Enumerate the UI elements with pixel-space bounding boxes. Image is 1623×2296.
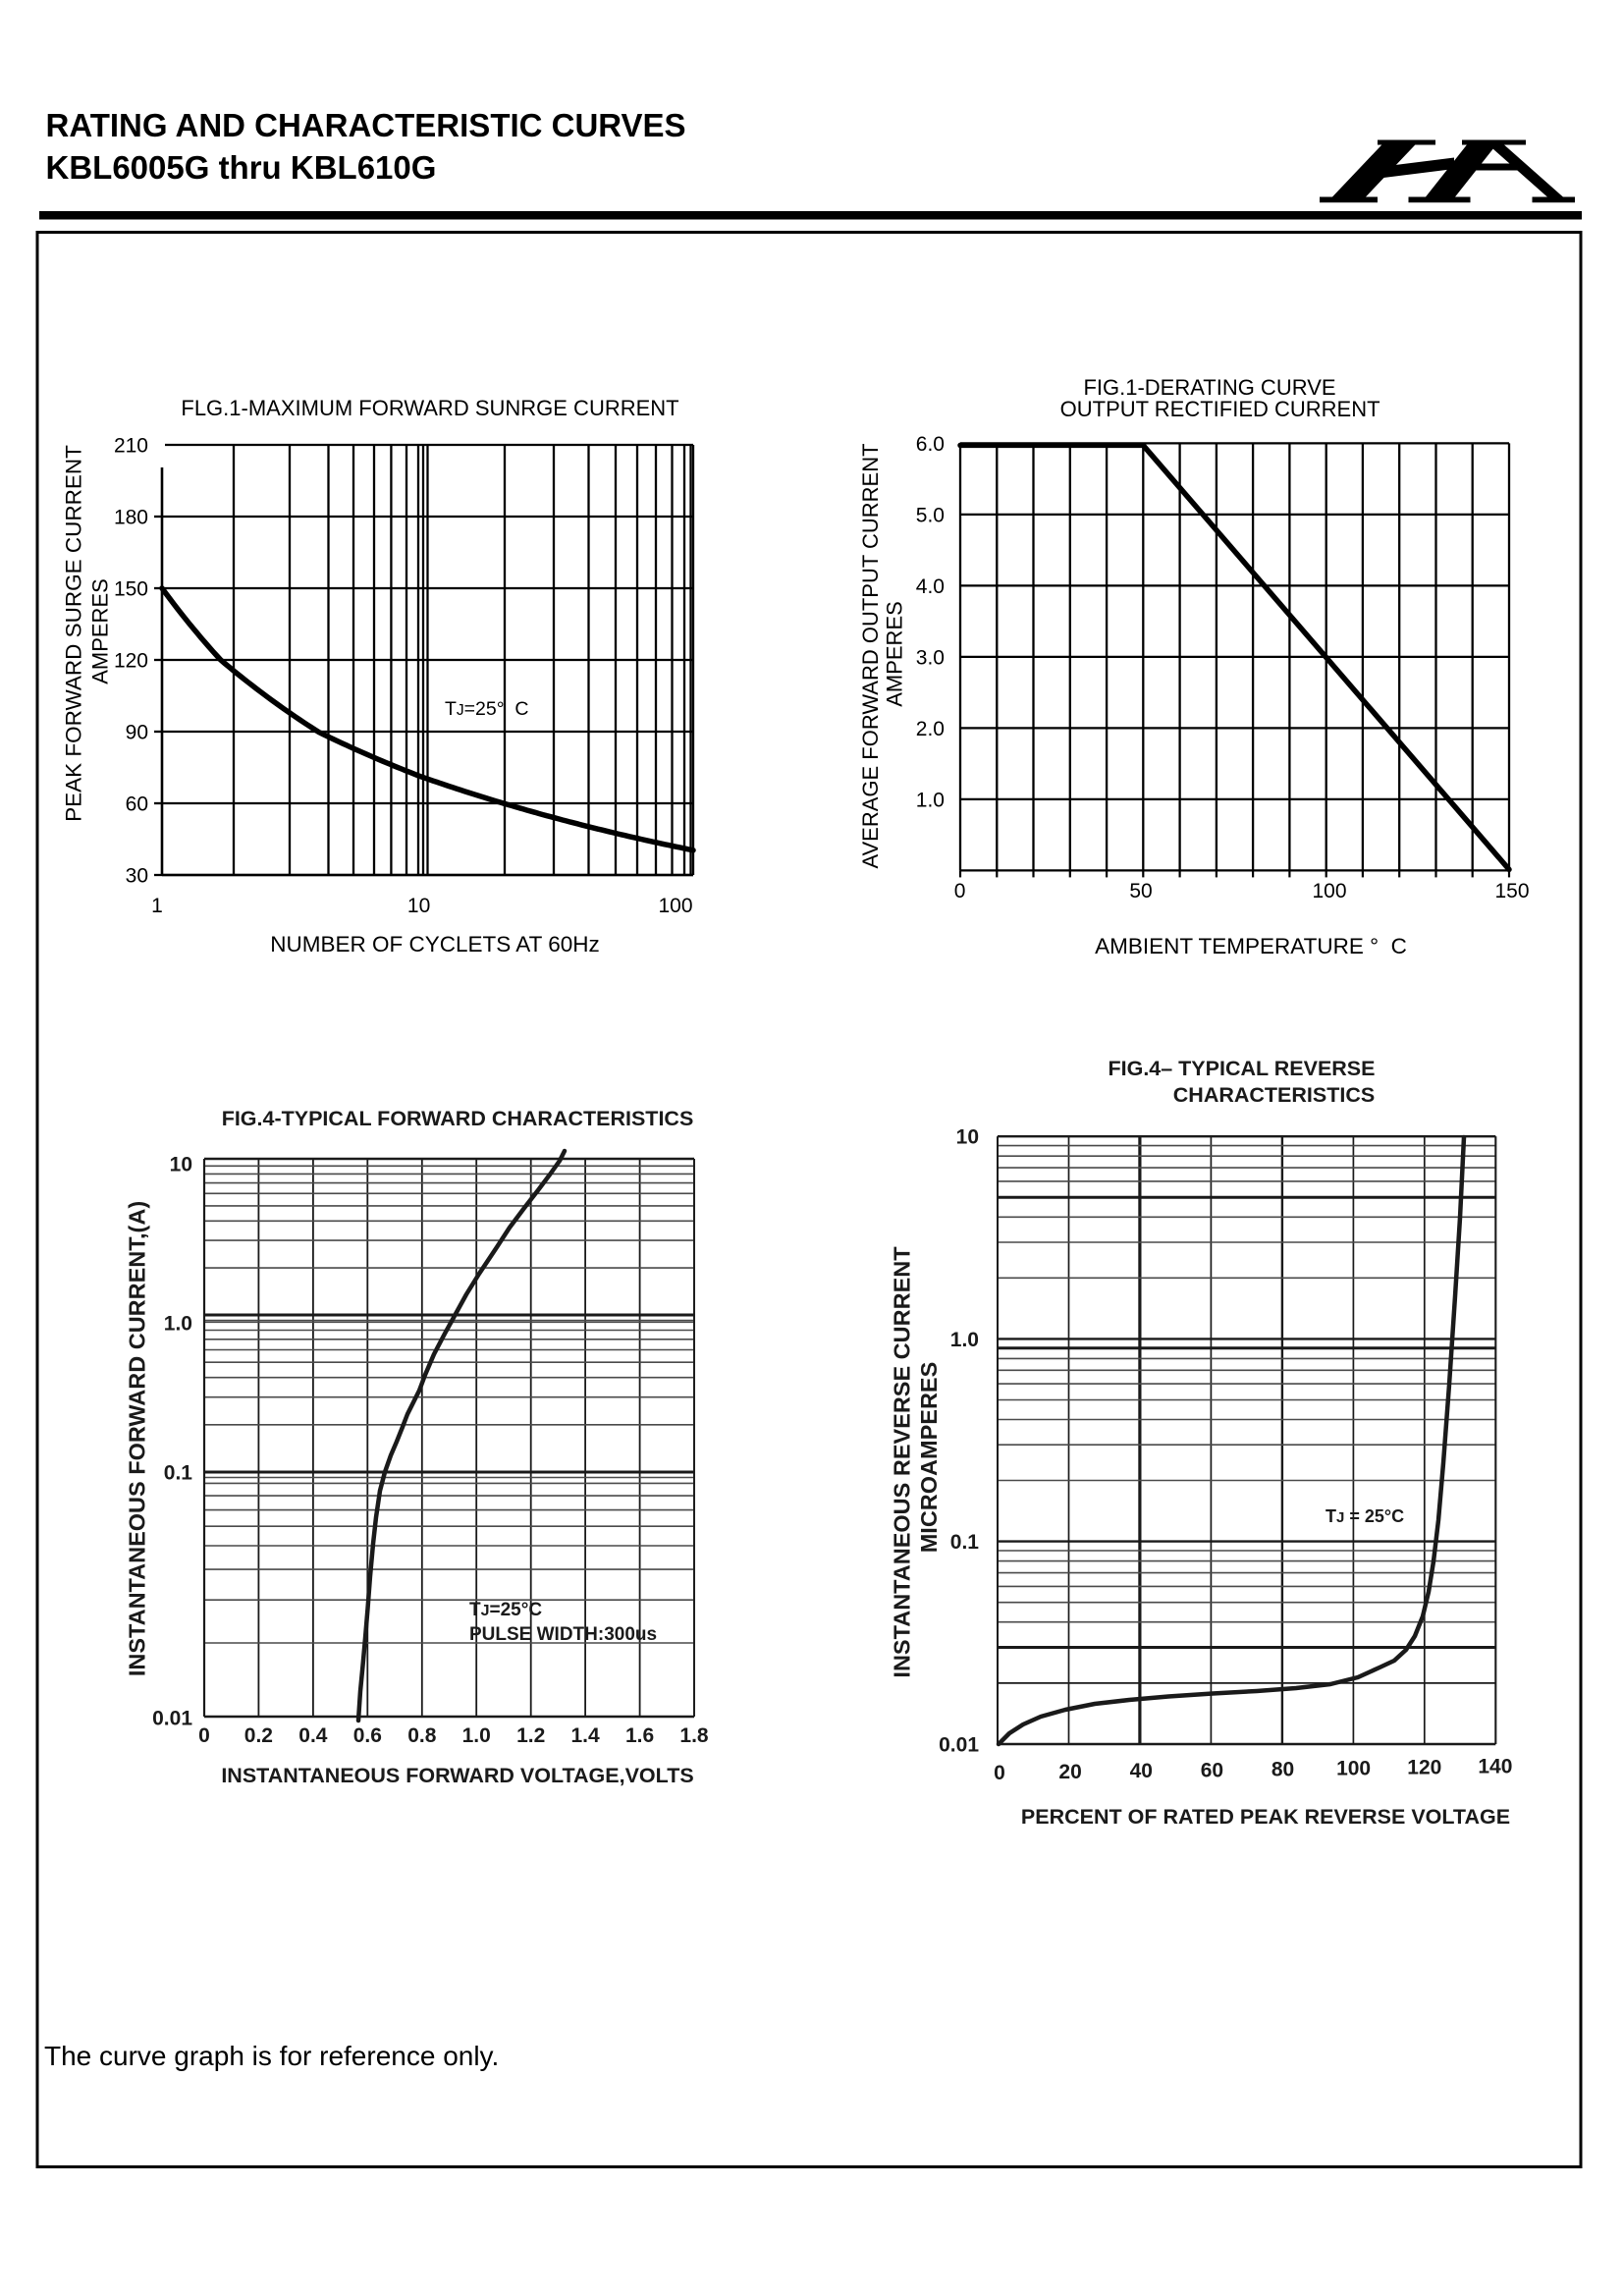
svg-text:RATING AND CHARACTERISTIC CURV: RATING AND CHARACTERISTIC CURVES bbox=[46, 107, 686, 143]
svg-text:AVERAGE FORWARD OUTPUT CURRENT: AVERAGE FORWARD OUTPUT CURRENT bbox=[858, 443, 883, 868]
svg-text:6.0: 6.0 bbox=[916, 433, 945, 456]
svg-text:0.6: 0.6 bbox=[353, 1724, 382, 1747]
svg-text:KBL6005G thru KBL610G: KBL6005G thru KBL610G bbox=[46, 149, 437, 186]
svg-text:FIG.1-DERATING CURVE: FIG.1-DERATING CURVE bbox=[1083, 375, 1335, 400]
svg-text:0.01: 0.01 bbox=[152, 1708, 192, 1730]
svg-text:2.0: 2.0 bbox=[916, 718, 945, 740]
svg-text:40: 40 bbox=[1130, 1760, 1153, 1782]
svg-text:30: 30 bbox=[126, 865, 148, 888]
svg-text:PERCENT OF RATED PEAK REVERSE: PERCENT OF RATED PEAK REVERSE VOLTAGE bbox=[1021, 1805, 1510, 1829]
svg-text:20: 20 bbox=[1058, 1761, 1081, 1783]
svg-text:0: 0 bbox=[198, 1724, 210, 1747]
svg-text:210: 210 bbox=[114, 435, 148, 458]
svg-text:1: 1 bbox=[151, 895, 163, 917]
svg-text:4.0: 4.0 bbox=[916, 575, 945, 598]
svg-text:NUMBER OF CYCLETS AT 60Hz: NUMBER OF CYCLETS AT 60Hz bbox=[270, 932, 600, 957]
svg-text:120: 120 bbox=[114, 650, 148, 673]
svg-text:FLG.1-MAXIMUM FORWARD SUNRGE C: FLG.1-MAXIMUM FORWARD SUNRGE CURRENT bbox=[181, 396, 678, 420]
svg-text:0.1: 0.1 bbox=[950, 1531, 980, 1554]
svg-text:120: 120 bbox=[1407, 1757, 1441, 1779]
svg-text:180: 180 bbox=[114, 507, 148, 529]
svg-text:90: 90 bbox=[126, 722, 148, 744]
svg-text:3.0: 3.0 bbox=[916, 646, 945, 669]
svg-text:80: 80 bbox=[1271, 1758, 1294, 1780]
svg-text:0.4: 0.4 bbox=[298, 1724, 328, 1747]
svg-text:TJ = 25°C: TJ = 25°C bbox=[1325, 1506, 1404, 1526]
svg-text:5.0: 5.0 bbox=[916, 504, 945, 526]
svg-text:The curve graph is for referen: The curve graph is for reference only. bbox=[44, 2041, 499, 2071]
svg-text:1.0: 1.0 bbox=[950, 1329, 979, 1351]
svg-text:0.01: 0.01 bbox=[939, 1734, 979, 1757]
svg-text:AMPERES: AMPERES bbox=[883, 601, 907, 707]
svg-text:INSTANTANEOUS REVERSE CURRENT: INSTANTANEOUS REVERSE CURRENT bbox=[890, 1246, 915, 1678]
svg-text:1.8: 1.8 bbox=[679, 1724, 709, 1747]
svg-text:OUTPUT RECTIFIED CURRENT: OUTPUT RECTIFIED CURRENT bbox=[1060, 397, 1380, 421]
svg-text:TJ=25° C: TJ=25° C bbox=[445, 698, 528, 720]
svg-text:100: 100 bbox=[658, 895, 692, 917]
svg-text:0: 0 bbox=[994, 1762, 1005, 1784]
svg-text:140: 140 bbox=[1478, 1756, 1512, 1778]
svg-text:60: 60 bbox=[126, 793, 148, 816]
svg-text:AMPERES: AMPERES bbox=[88, 578, 113, 684]
svg-text:0.8: 0.8 bbox=[407, 1724, 437, 1747]
svg-text:CHARACTERISTICS: CHARACTERISTICS bbox=[1173, 1083, 1375, 1107]
svg-text:0: 0 bbox=[954, 880, 966, 902]
svg-text:1.0: 1.0 bbox=[916, 789, 945, 811]
svg-text:FIG.4– TYPICAL REVERSE: FIG.4– TYPICAL REVERSE bbox=[1108, 1057, 1375, 1080]
svg-text:PEAK FORWARD SURGE CURRENT: PEAK FORWARD SURGE CURRENT bbox=[62, 445, 86, 822]
svg-text:INSTANTANEOUS FORWARD VOLTAGE,: INSTANTANEOUS FORWARD VOLTAGE,VOLTS bbox=[221, 1764, 693, 1787]
svg-text:10: 10 bbox=[956, 1126, 979, 1149]
svg-text:150: 150 bbox=[114, 578, 148, 601]
svg-text:1.4: 1.4 bbox=[570, 1724, 600, 1747]
svg-text:100: 100 bbox=[1336, 1758, 1371, 1780]
svg-text:60: 60 bbox=[1201, 1759, 1223, 1781]
svg-text:PULSE WIDTH:300us: PULSE WIDTH:300us bbox=[469, 1624, 657, 1645]
svg-text:MICROAMPERES: MICROAMPERES bbox=[916, 1362, 942, 1554]
svg-text:0.2: 0.2 bbox=[244, 1724, 273, 1747]
svg-text:150: 150 bbox=[1494, 880, 1529, 902]
svg-text:1.2: 1.2 bbox=[516, 1724, 545, 1747]
svg-text:100: 100 bbox=[1312, 880, 1346, 902]
svg-text:1.0: 1.0 bbox=[164, 1313, 192, 1336]
svg-text:1.0: 1.0 bbox=[462, 1724, 491, 1747]
svg-text:TJ=25°C: TJ=25°C bbox=[469, 1600, 542, 1620]
svg-text:AMBIENT TEMPERATURE ° C: AMBIENT TEMPERATURE ° C bbox=[1095, 934, 1407, 958]
svg-text:INSTANTANEOUS FORWARD CURRENT,: INSTANTANEOUS FORWARD CURRENT,(A) bbox=[125, 1201, 150, 1676]
svg-text:FIG.4-TYPICAL FORWARD CHARACTE: FIG.4-TYPICAL FORWARD CHARACTERISTICS bbox=[222, 1107, 694, 1130]
svg-text:1.6: 1.6 bbox=[625, 1724, 654, 1747]
svg-text:50: 50 bbox=[1129, 880, 1152, 902]
svg-text:10: 10 bbox=[170, 1154, 192, 1176]
svg-text:0.1: 0.1 bbox=[164, 1462, 193, 1485]
svg-text:10: 10 bbox=[407, 895, 430, 917]
